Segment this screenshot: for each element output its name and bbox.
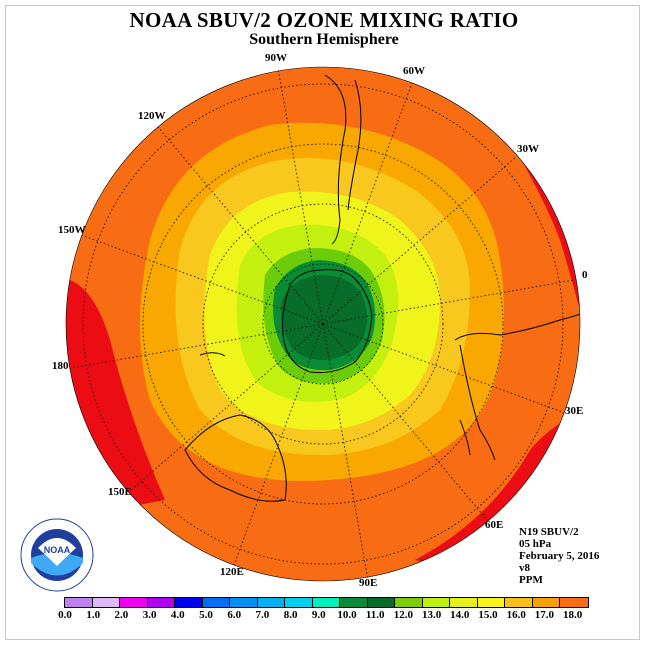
colorbar-swatch [422,598,450,607]
pressure-level-label: 05 hPa [519,538,552,550]
south-america-coast-2 [347,79,362,211]
figure-frame [5,5,640,640]
madagascar-coast [459,419,471,456]
info-panel: N19 SBUV/2 05 hPa February 5, 2016 v8 PP… [519,526,599,586]
instrument-label: N19 SBUV/2 [519,526,579,538]
colorbar-tick-label: 0.0 [58,609,72,621]
lon-label-150e: 150E [108,486,132,498]
colorbar-swatch [450,598,478,607]
colorbar-swatch [340,598,368,607]
lon-label-120w: 120W [138,110,166,122]
colorbar [64,597,589,608]
colorbar-swatch [120,598,148,607]
colorbar-tick-label: 10.0 [337,609,357,621]
colorbar-tick-label: 8.0 [283,609,298,621]
logo-text: NOAA [44,545,71,555]
colorbar-swatch [257,598,285,607]
africa-east-coast [459,344,496,461]
colorbar-swatch [175,598,203,607]
colorbar-tick-label: 13.0 [421,609,442,621]
south-america-coast [324,74,347,245]
units-label: PPM [519,574,543,586]
colorbar-tick-label: 1.0 [86,609,101,621]
lon-label-180: 180 [52,360,69,372]
new-zealand-coast [199,352,226,357]
colorbar-tick-label: 12.0 [393,609,414,621]
colorbar-swatch [230,598,258,607]
colorbar-swatch [532,598,560,607]
colorbar-swatch [395,598,423,607]
longitude-grid [66,67,580,581]
colorbar-tick-labels: 0.0 1.0 2.0 3.0 4.0 5.0 6.0 7.0 8.0 9.0 10.0 11.0 12… [0,609,648,623]
colorbar-tick-label: 11.0 [365,609,385,621]
lon-label-90e: 90E [359,577,377,589]
australia-coast [184,414,287,502]
ozone-contour-fill [66,67,580,581]
colorbar-tick-label: 6.0 [227,609,242,621]
colorbar-swatch [477,598,505,607]
colorbar-swatch [147,598,175,607]
colorbar-tick-label: 17.0 [534,609,555,621]
africa-coast [454,309,580,341]
colorbar-tick-label: 15.0 [478,609,498,621]
colorbar-swatch [367,598,395,607]
noaa-logo: NOAA [20,518,94,592]
colorbar-tick-label: 18.0 [562,609,583,621]
colorbar-swatch [202,598,230,607]
colorbar-tick-label: 4.0 [170,609,185,621]
lon-label-30e: 30E [565,405,583,417]
lon-label-30w: 30W [517,143,539,155]
colorbar-swatch [312,598,340,607]
colorbar-tick-label: 5.0 [199,609,213,621]
colorbar-swatch [560,598,588,607]
colorbar-swatch [285,598,313,607]
lon-label-150w: 150W [58,224,86,236]
lon-label-60w: 60W [403,65,425,77]
colorbar-tick-label: 3.0 [142,609,157,621]
coastlines [184,74,580,502]
colorbar-swatch [65,598,93,607]
latitude-grid [82,83,564,565]
longitude-labels: 90W 60W 30W 0 30E 60E 90E 120E 150E 180 … [52,52,588,589]
lon-label-60e: 60E [485,519,503,531]
colorbar-tick-label: 9.0 [311,609,326,621]
map-title: NOAA SBUV/2 OZONE MIXING RATIO [129,8,519,32]
colorbar-swatch [505,598,533,607]
version-label: v8 [519,562,530,574]
colorbar-tick-label: 14.0 [450,609,470,621]
colorbar-tick-label: 2.0 [114,609,129,621]
lon-label-0: 0 [582,269,588,281]
map-subtitle: Southern Hemisphere [249,31,399,48]
antarctica-coast [281,269,373,373]
lon-label-120e: 120E [220,566,244,578]
logo-bird [38,538,76,566]
lon-label-90w: 90W [265,52,287,64]
contour-band-8 [281,275,367,360]
colorbar-swatch [92,598,120,607]
colorbar-tick-label: 7.0 [255,609,270,621]
map-boundary [65,66,581,582]
date-label: February 5, 2016 [519,550,600,562]
colorbar-tick-label: 16.0 [506,609,526,621]
